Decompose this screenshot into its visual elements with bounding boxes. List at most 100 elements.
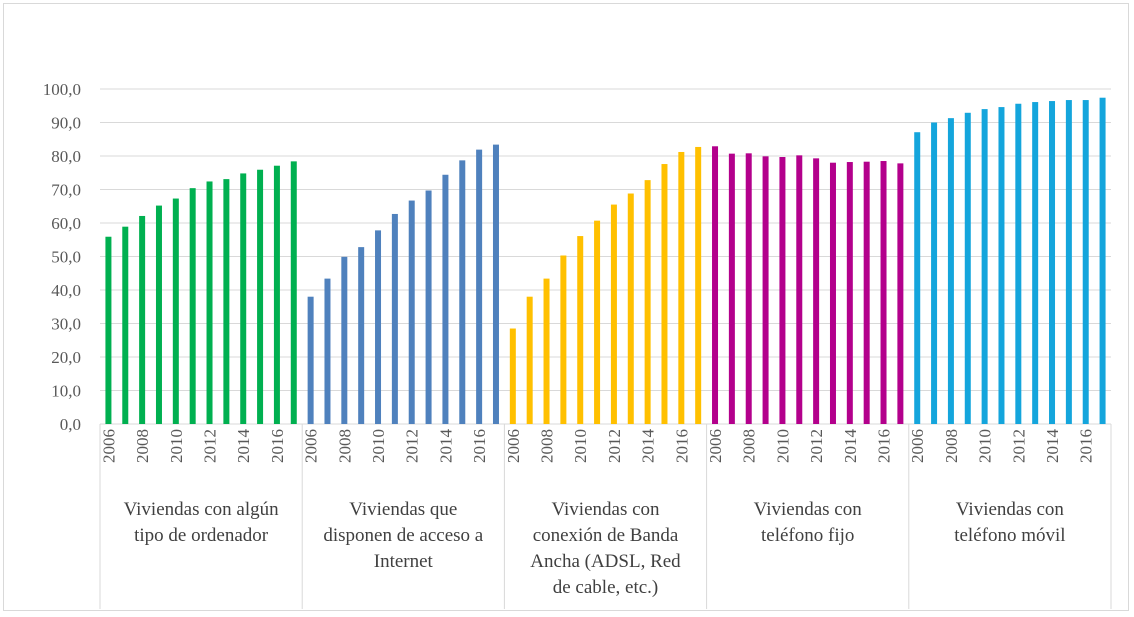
bar [998, 107, 1005, 424]
bar [240, 173, 247, 424]
x-tick-label: 2014 [841, 429, 860, 464]
x-tick-label: 2014 [436, 429, 455, 464]
bar [459, 160, 466, 425]
bar [189, 188, 196, 424]
bar [627, 193, 634, 424]
bar [105, 236, 112, 424]
bar [1065, 100, 1072, 425]
bar [1082, 100, 1089, 425]
group-label: Ancha (ADSL, Red [530, 551, 681, 572]
bar-chart: 0,0 10,0 20,0 30,0 40,0 50,0 60,0 70,0 80,0 90,0 1… [43, 80, 1112, 609]
x-tick-label: 2008 [335, 429, 354, 463]
bar [341, 256, 348, 424]
x-tick-label: 2010 [369, 429, 388, 463]
group-label: Viviendas que [349, 499, 457, 520]
bar [543, 278, 550, 424]
x-tick-label: 2016 [470, 429, 489, 463]
bar [442, 174, 449, 424]
x-tick-label: 2006 [706, 429, 725, 463]
bar [375, 230, 382, 424]
x-tick-label: 2012 [201, 429, 220, 463]
group-label: conexión de Banda [533, 525, 679, 546]
bar [931, 122, 938, 424]
bar [880, 161, 887, 424]
y-tick-label: 60,0 [51, 214, 81, 233]
bar [122, 226, 129, 424]
x-tick-label: 2010 [167, 429, 186, 463]
x-tick-label: 2016 [672, 429, 691, 463]
y-tick-label: 50,0 [51, 248, 81, 267]
y-tick-label: 30,0 [51, 315, 81, 334]
bar [223, 179, 230, 424]
bar [914, 132, 921, 424]
x-tick-label: 2006 [99, 429, 118, 463]
bar [391, 213, 398, 424]
x-tick-label: 2010 [571, 429, 590, 463]
x-tick-label: 2010 [976, 429, 995, 463]
bar [779, 157, 786, 424]
x-tick-label: 2006 [908, 429, 927, 463]
bar [577, 236, 584, 424]
bar [172, 198, 179, 424]
y-tick-label: 90,0 [51, 114, 81, 133]
bar [307, 296, 314, 424]
bar [678, 151, 685, 425]
bar [425, 190, 432, 424]
x-tick-label: 2012 [807, 429, 826, 463]
x-tick-label: 2006 [302, 429, 321, 463]
bar [560, 255, 567, 424]
x-tick-label: 2016 [1077, 429, 1096, 463]
x-tick-label: 2008 [538, 429, 557, 463]
bar [1099, 97, 1106, 425]
bar [728, 153, 735, 424]
y-tick-label: 40,0 [51, 281, 81, 300]
y-tick-label: 70,0 [51, 181, 81, 200]
y-tick-label: 0,0 [60, 415, 81, 434]
group-label: Viviendas con algún [124, 499, 280, 520]
group-label: de cable, etc.) [553, 577, 658, 598]
y-tick-label: 100,0 [43, 80, 81, 99]
bar [846, 162, 853, 424]
bar [290, 161, 297, 425]
bar [206, 181, 213, 424]
bar [324, 278, 331, 424]
bar [863, 161, 870, 424]
bar [408, 200, 415, 424]
x-tick-label: 2014 [639, 429, 658, 464]
x-tick-label: 2012 [403, 429, 422, 463]
group-label: teléfono fijo [761, 525, 854, 546]
y-tick-label: 20,0 [51, 348, 81, 367]
bar [813, 158, 820, 424]
x-tick-label: 2006 [504, 429, 523, 463]
bar [897, 163, 904, 424]
bar [947, 118, 954, 425]
bar [476, 149, 483, 424]
bar [509, 328, 516, 424]
chart-frame: 0,0 10,0 20,0 30,0 40,0 50,0 60,0 70,0 80,0 90,0 1… [3, 3, 1129, 611]
bar [1049, 101, 1056, 424]
y-tick-label: 10,0 [51, 382, 81, 401]
bar [712, 146, 719, 424]
bar [695, 146, 702, 424]
bar [745, 153, 752, 424]
x-tick-label: 2014 [1043, 429, 1062, 464]
bar [796, 155, 803, 424]
bar [981, 109, 988, 424]
x-tick-label: 2012 [1009, 429, 1028, 463]
bar [1032, 102, 1039, 424]
bar [273, 165, 280, 424]
bar [526, 296, 533, 424]
bar [644, 180, 651, 424]
x-tick-label: 2008 [942, 429, 961, 463]
x-tick-label: 2008 [133, 429, 152, 463]
x-tick-label: 2008 [740, 429, 759, 463]
bar [139, 215, 146, 424]
bar [1015, 103, 1022, 425]
bar [661, 164, 668, 425]
bar [492, 144, 499, 425]
bar [610, 204, 617, 424]
x-tick-label: 2016 [875, 429, 894, 463]
y-tick-label: 80,0 [51, 147, 81, 166]
bar [762, 156, 769, 424]
bar [155, 205, 162, 424]
